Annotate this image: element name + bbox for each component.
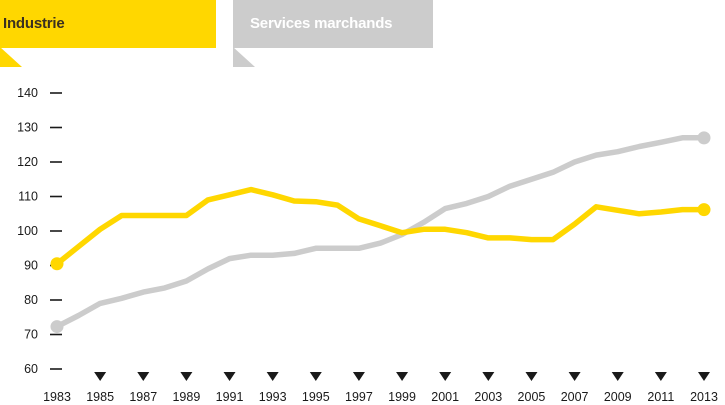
x-tick-marker xyxy=(94,372,107,381)
x-tick-label: 2013 xyxy=(690,390,718,404)
x-tick-marker xyxy=(180,372,193,381)
x-tick-label: 1997 xyxy=(345,390,373,404)
y-tick-label: 90 xyxy=(24,259,38,273)
x-tick-label: 1987 xyxy=(129,390,157,404)
x-tick-label: 2001 xyxy=(431,390,459,404)
legend-label-services: Services marchands xyxy=(250,15,393,32)
legend-tag-industrie: Industrie xyxy=(0,0,216,48)
x-tick-marker xyxy=(482,372,495,381)
x-tick-marker xyxy=(698,372,710,381)
series-endpoints xyxy=(50,131,711,334)
x-tick-marker xyxy=(654,372,667,381)
y-tick-label: 80 xyxy=(24,293,38,307)
x-tick-marker xyxy=(309,372,322,381)
x-tick-marker xyxy=(525,372,538,381)
y-tick-label: 100 xyxy=(17,224,38,238)
y-tick-label: 130 xyxy=(17,121,38,135)
x-tick-marker xyxy=(352,372,365,381)
y-axis: 60 70 80 90 100 110 120 130 140 xyxy=(17,86,62,376)
series-end-point-services-marchands xyxy=(697,131,711,145)
series-lines xyxy=(54,135,707,330)
y-tick-label: 60 xyxy=(24,362,38,376)
legend-tag-industrie-tail xyxy=(0,47,44,67)
legend-label-industrie: Industrie xyxy=(3,15,65,32)
series-line-industrie xyxy=(54,186,707,267)
series-start-point-services-marchands xyxy=(50,320,64,334)
x-tick-label: 1983 xyxy=(43,390,71,404)
y-tick-label: 70 xyxy=(24,328,38,342)
x-tick-label: 1991 xyxy=(216,390,244,404)
x-tick-label: 1999 xyxy=(388,390,416,404)
x-tick-label: 2003 xyxy=(474,390,502,404)
legend-tag-services: Services marchands xyxy=(233,0,433,48)
x-axis: 1983 1985 1987 1989 1991 1993 1995 1997 1999 2001… xyxy=(43,372,718,404)
x-tick-label: 1995 xyxy=(302,390,330,404)
y-tick-label: 120 xyxy=(17,155,38,169)
x-tick-label: 1985 xyxy=(86,390,114,404)
x-tick-label: 1993 xyxy=(259,390,287,404)
x-tick-label: 1989 xyxy=(172,390,200,404)
x-tick-marker xyxy=(611,372,624,381)
x-tick-label: 2005 xyxy=(518,390,546,404)
x-tick-label: 2007 xyxy=(561,390,589,404)
x-tick-label: 2011 xyxy=(647,390,674,404)
x-tick-marker xyxy=(266,372,279,381)
series-line-services-marchands xyxy=(54,135,707,330)
x-tick-marker xyxy=(439,372,452,381)
series-end-point-industrie xyxy=(697,203,711,217)
x-tick-marker xyxy=(568,372,581,381)
series-start-point-industrie xyxy=(50,257,64,271)
y-tick-label: 140 xyxy=(17,86,38,100)
y-tick-label: 110 xyxy=(18,190,38,204)
x-tick-label: 2009 xyxy=(604,390,632,404)
x-tick-marker xyxy=(396,372,409,381)
x-tick-marker xyxy=(137,372,150,381)
legend-tag-services-tail xyxy=(233,47,277,67)
x-tick-marker xyxy=(223,372,236,381)
